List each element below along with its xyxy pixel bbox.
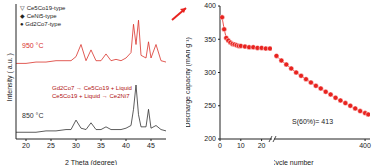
svg-text:25: 25: [47, 142, 55, 149]
svg-text:0: 0: [218, 142, 222, 149]
svg-text:400: 400: [204, 2, 216, 9]
html-text:● Gd2Co7-type: ● Gd2Co7-type: [20, 21, 61, 27]
html-text:S(60%)= 413: S(60%)= 413: [292, 118, 334, 125]
svg-text:2 Theta (degree): 2 Theta (degree): [65, 159, 117, 165]
html-text:Ce5Co19 + Liquid → Ce2Ni7: Ce5Co19 + Liquid → Ce2Ni7: [52, 93, 130, 99]
html-text:◆ CeNi5-type: ◆ CeNi5-type: [20, 13, 57, 19]
svg-text:20: 20: [22, 142, 30, 149]
svg-text:20: 20: [258, 142, 266, 149]
svg-text:Discharge capacity (mAh g⁻¹): Discharge capacity (mAh g⁻¹): [186, 37, 192, 127]
html-text:950 °C: 950 °C: [22, 42, 44, 49]
svg-text:40: 40: [122, 142, 130, 149]
html-text:▽ Ce5Co19-type: ▽ Ce5Co19-type: [20, 5, 66, 11]
svg-text:350: 350: [204, 36, 216, 43]
html-text:Gd2Co7 → Ce5Co19 + Liquid: Gd2Co7 → Ce5Co19 + Liquid: [52, 85, 132, 91]
svg-text:250: 250: [204, 102, 216, 109]
svg-text:400: 400: [359, 142, 370, 149]
svg-text:35: 35: [97, 142, 105, 149]
svg-text:200: 200: [204, 135, 216, 142]
svg-text:30: 30: [72, 142, 80, 149]
svg-text:Intensity ( a.u. ): Intensity ( a.u. ): [8, 53, 14, 101]
svg-text:45: 45: [147, 142, 155, 149]
svg-text:10: 10: [237, 142, 245, 149]
svg-text:300: 300: [204, 69, 216, 76]
svg-text:Cycle number: Cycle number: [274, 159, 314, 165]
html-text:850 °C: 850 °C: [22, 112, 44, 119]
